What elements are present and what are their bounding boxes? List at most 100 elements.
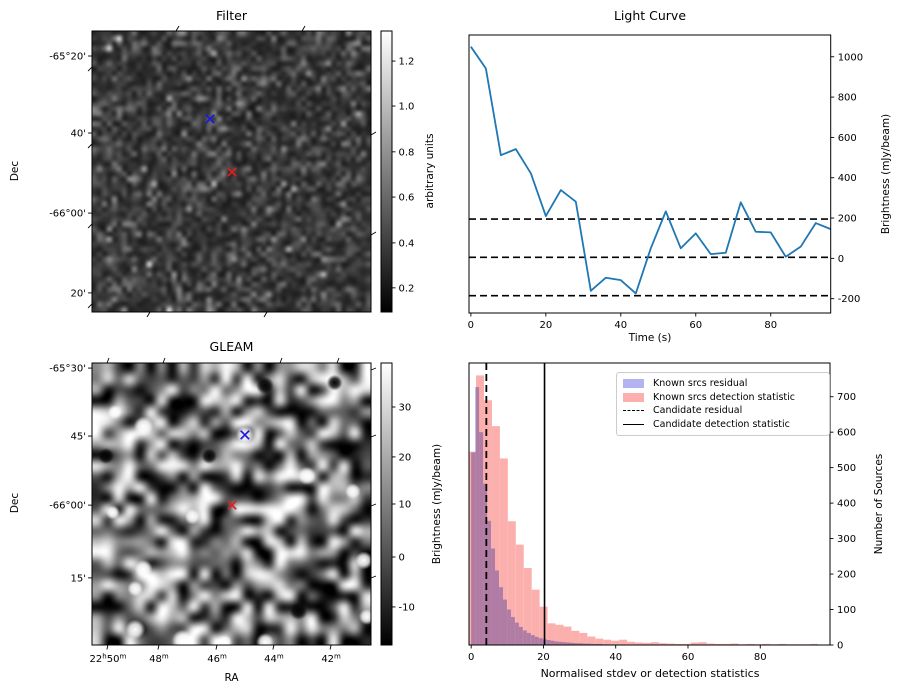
filter-sky-image [92,31,371,312]
tick-label: 0.4 [399,238,415,249]
tick-mark [146,311,151,318]
hist-bar-residual [475,387,480,645]
gleam-sky-image [92,363,371,645]
hist-bar-residual [479,432,484,645]
tick-label: 0 [838,254,844,265]
tick-label: 10 [399,500,412,511]
hist-bar-detection-statistic [531,589,540,645]
tick-label: 20 [539,320,552,331]
hist-bar-detection-statistic [619,639,628,645]
tick-mark [157,644,160,650]
hist-bar-residual [562,642,567,645]
hist-bar-detection-statistic [571,630,580,645]
hist-bar-detection-statistic [666,643,675,645]
hist-bar-detection-statistic [547,623,556,645]
hist-bar-detection-statistic [650,642,659,645]
gleam-colorbar [381,363,392,645]
hist-bar-detection-statistic [682,643,691,645]
filter-colorbar [381,31,392,312]
tick-label: 20' [71,288,86,299]
hist-bar-detection-statistic [515,544,524,645]
hist-bar-detection-statistic [722,643,731,645]
hist-bar-detection-statistic [483,400,492,645]
tick-label: 100 [837,605,856,616]
hist-bar-detection-statistic [642,642,651,645]
light-curve-axes-frame [468,34,832,314]
hist-bar-residual [471,452,476,645]
hist-bar-residual [566,642,571,645]
tick-mark [329,644,332,650]
tick-mark [106,644,109,650]
hist-bar-residual [574,643,579,645]
tick-label: 15' [71,573,86,584]
tick-mark [263,311,268,318]
tick-label: -200 [838,294,861,305]
tick-mark [272,644,275,650]
hist-bar-detection-statistic [778,643,787,645]
hist-bar-residual [558,641,563,645]
hist-bar-residual [586,643,591,645]
hist-bar-detection-statistic [523,568,532,645]
tick-label: 400 [838,173,857,184]
legend-entry: Candidate residual [623,404,823,418]
tick-label: 20 [399,452,412,463]
legend-label: Candidate detection statistic [653,418,790,430]
hist-bar-detection-statistic [635,642,643,645]
filter-colorbar-label: arbitrary units [424,133,436,209]
tick-label: 0 [468,652,474,663]
hist-bar-detection-statistic [786,644,795,645]
tick-label: 60 [682,652,695,663]
tick-label: 46m [207,653,227,666]
gleam-panel-title: GLEAM [209,339,254,354]
hist-bar-residual [606,644,611,645]
light-curve-panel-title: Light Curve [613,8,687,23]
hist-bar-residual [495,570,499,645]
hist-bar-residual [487,520,492,645]
tick-label: 45' [71,432,86,443]
hist-bar-detection-statistic [499,458,508,645]
light-curve-line [470,46,832,295]
hist-bar-detection-statistic [794,644,802,645]
tick-label: 0 [837,641,843,652]
hist-bar-detection-statistic [706,643,715,645]
tick-label: -65°20' [49,52,86,63]
hist-bar-detection-statistic [658,643,667,645]
hist-bar-residual [534,636,539,645]
filter-panel-title: Filter [216,8,247,23]
hist-bar-detection-statistic [730,643,739,645]
legend-entry: Known srcs residual [623,377,823,391]
tick-mark [370,503,377,507]
hist-bar-detection-statistic [738,644,747,645]
hist-bar-detection-statistic [476,375,484,645]
tick-mark [215,644,218,650]
tick-label: 700 [837,392,856,403]
tick-mark [370,231,377,236]
hist-bar-residual [530,635,535,645]
hist-bar-residual [514,622,519,645]
hist-bar-detection-statistic [762,643,771,645]
hist-bar-detection-statistic [714,643,723,645]
tick-label: -66°00' [49,209,86,220]
hist-bar-residual [598,643,603,645]
hist-bar-detection-statistic [809,643,818,645]
tick-mark [370,367,377,371]
legend-label: Known srcs residual [653,378,748,390]
tick-label: 30 [399,402,412,413]
tick-label: 600 [837,428,856,439]
tick-label: 80 [764,320,777,331]
hist-bar-detection-statistic [579,632,588,645]
tick-label: 300 [837,534,856,545]
hist-bar-detection-statistic [555,624,564,645]
hist-bar-detection-statistic [469,451,477,645]
legend-label: Known srcs detection statistic [653,391,795,403]
tick-label: 800 [838,93,857,104]
tick-label: 0.6 [399,193,415,204]
hist-bar-residual [554,641,559,645]
legend-dashed-line-sample [623,410,644,412]
legend-patch-swatch [623,379,644,389]
hist-bar-residual [483,483,488,645]
hist-bar-residual [538,638,543,645]
tick-label: 1.2 [399,57,415,68]
tick-label: 600 [838,133,857,144]
